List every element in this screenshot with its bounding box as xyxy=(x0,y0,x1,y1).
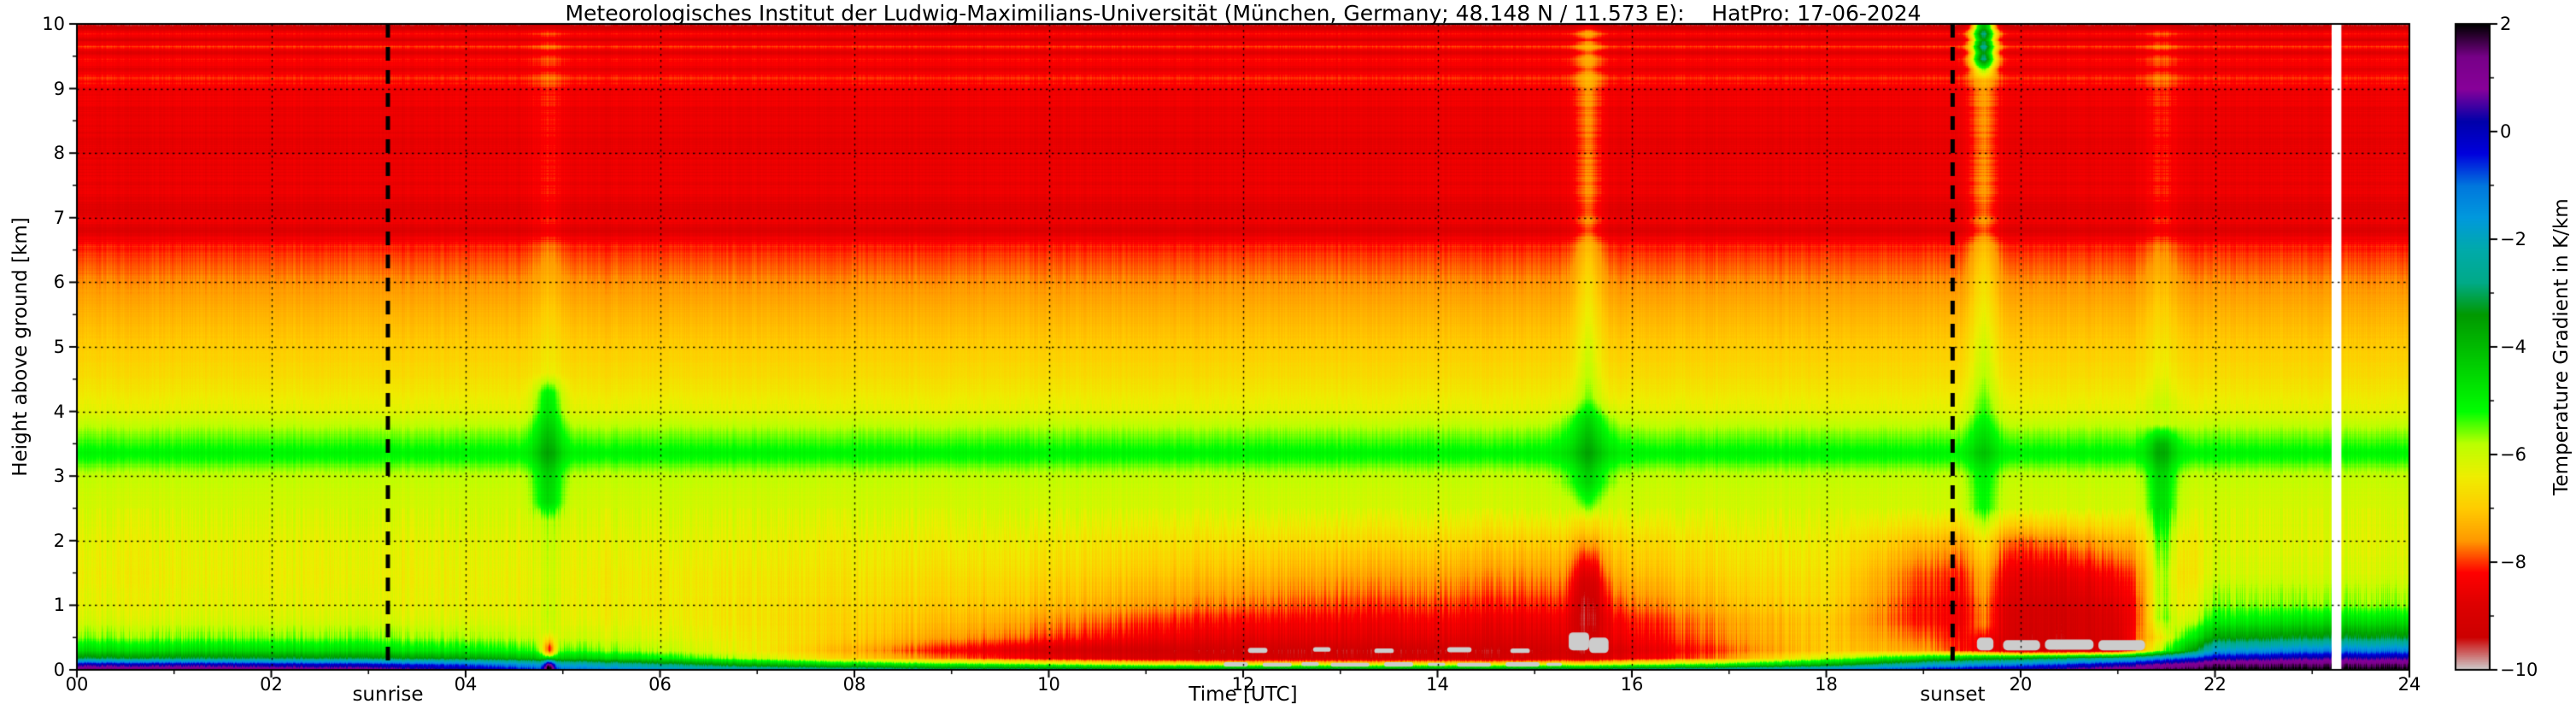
x-tick-label: 04 xyxy=(454,674,478,695)
y-tick-label: 9 xyxy=(53,78,65,99)
x-tick-label: 06 xyxy=(648,674,672,695)
x-tick-label: 08 xyxy=(842,674,866,695)
y-tick-label: 1 xyxy=(53,595,65,616)
colorbar-tick-label: −10 xyxy=(2500,660,2538,680)
colorbar-tick-label: −8 xyxy=(2500,552,2526,572)
chart-title: Meteorologisches Institut der Ludwig-Max… xyxy=(565,1,1922,26)
y-tick-label: 7 xyxy=(53,207,65,228)
y-tick-label: 4 xyxy=(53,401,65,422)
colorbar-label: Temperature Gradient in K/km xyxy=(2550,198,2573,496)
x-tick-label: 24 xyxy=(2397,674,2421,695)
x-tick-label: 10 xyxy=(1037,674,1060,695)
colorbar-tick-label: −6 xyxy=(2500,444,2526,465)
x-tick-label: 14 xyxy=(1426,674,1449,695)
x-axis-label: Time [UTC] xyxy=(1188,683,1298,704)
x-tick-label: 20 xyxy=(2009,674,2033,695)
x-tick-label: 00 xyxy=(65,674,89,695)
y-tick-label: 0 xyxy=(53,660,65,680)
colorbar-tick-label: −2 xyxy=(2500,229,2526,249)
x-tick-label: 16 xyxy=(1620,674,1644,695)
y-tick-label: 5 xyxy=(53,337,65,357)
sunset-annotation: sunset xyxy=(1920,683,1986,704)
y-tick-label: 2 xyxy=(53,530,65,551)
y-tick-label: 6 xyxy=(53,272,65,293)
sunrise-annotation: sunrise xyxy=(352,683,424,704)
y-tick-label: 8 xyxy=(53,143,65,164)
colorbar-tick-label: 2 xyxy=(2500,14,2512,34)
x-tick-label: 12 xyxy=(1231,674,1255,695)
y-tick-label: 10 xyxy=(42,14,65,34)
x-tick-label: 02 xyxy=(260,674,283,695)
colorbar-tick-label: 0 xyxy=(2500,121,2512,142)
y-tick-label: 3 xyxy=(53,466,65,487)
colorbar-tick-label: −4 xyxy=(2500,337,2526,357)
x-tick-label: 22 xyxy=(2203,674,2227,695)
x-tick-label: 18 xyxy=(1815,674,1838,695)
